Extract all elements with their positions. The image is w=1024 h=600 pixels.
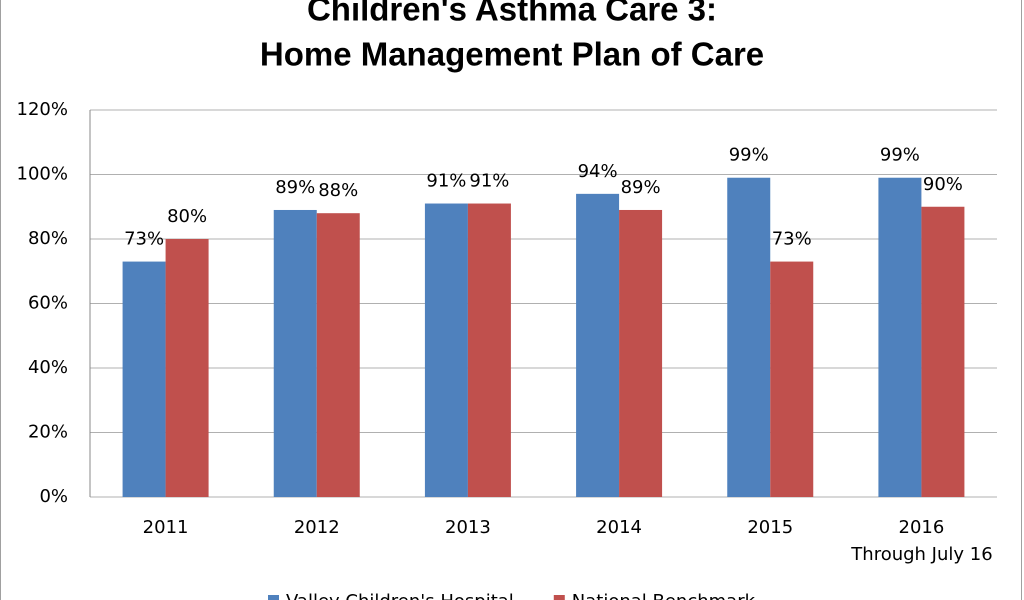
value-label: 99% <box>880 145 920 166</box>
x-tick-label: 2015 <box>747 517 793 538</box>
value-label: 89% <box>275 177 315 198</box>
y-tick-label: 60% <box>28 293 68 314</box>
y-tick-label: 20% <box>28 422 68 443</box>
value-label: 90% <box>923 174 963 195</box>
legend-swatch <box>268 595 279 600</box>
y-tick-label: 0% <box>39 486 68 507</box>
bar <box>165 239 209 497</box>
value-label: 73% <box>124 229 164 250</box>
bar <box>727 177 771 497</box>
x-tick-label: 2013 <box>445 517 491 538</box>
value-label: 99% <box>729 145 769 166</box>
legend-swatch <box>553 595 565 600</box>
bar <box>770 261 814 497</box>
value-label: 91% <box>469 171 509 192</box>
chart-title: Children's Asthma Care 3: <box>307 0 717 28</box>
y-tick-label: 40% <box>28 357 68 378</box>
bar <box>316 213 360 497</box>
bar <box>122 261 166 497</box>
bar <box>878 177 922 497</box>
y-tick-label: 100% <box>17 164 68 185</box>
x-tick-label: 2016 <box>899 517 945 538</box>
value-label: 94% <box>578 161 618 182</box>
x-tick-label: 2014 <box>596 517 642 538</box>
value-label: 91% <box>426 171 466 192</box>
legend-label: National Benchmark <box>572 591 756 600</box>
bar <box>273 209 317 497</box>
chart-title: Home Management Plan of Care <box>260 36 764 73</box>
x-tick-label: 2012 <box>294 517 340 538</box>
bar <box>424 203 468 497</box>
x-tick-label: 2011 <box>143 517 189 538</box>
value-label: 88% <box>318 180 358 201</box>
legend-label: Valley Children's Hospital <box>286 591 514 600</box>
value-label: 89% <box>621 177 661 198</box>
bar <box>467 203 511 497</box>
y-tick-label: 80% <box>28 228 68 249</box>
value-label: 73% <box>772 229 812 250</box>
bar <box>576 193 620 497</box>
y-tick-label: 120% <box>17 99 68 120</box>
annotation: Through July 16 <box>850 544 992 565</box>
bar <box>619 209 663 497</box>
bar <box>921 206 965 497</box>
value-label: 80% <box>167 206 207 227</box>
